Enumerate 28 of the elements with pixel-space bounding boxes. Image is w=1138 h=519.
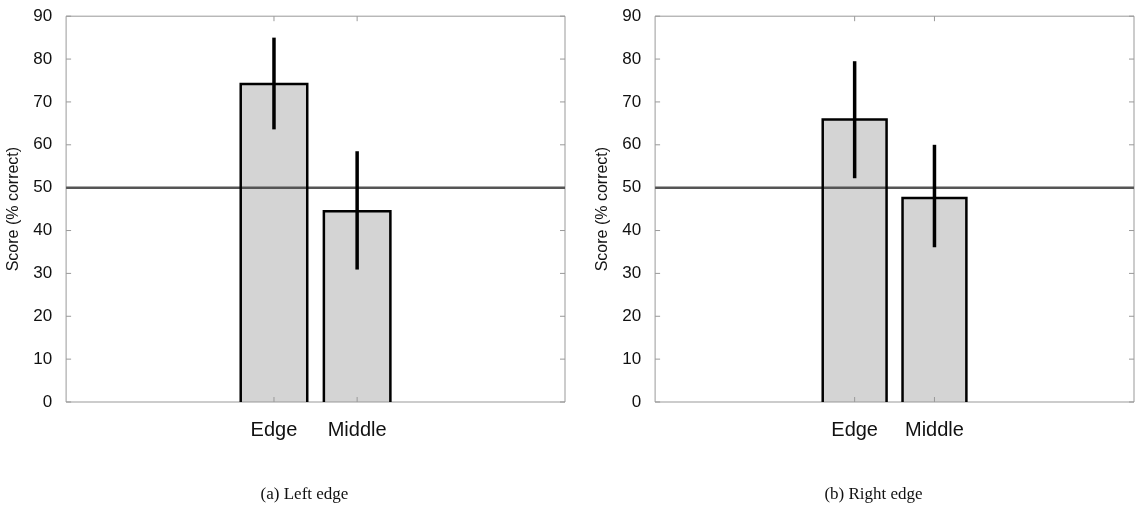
y-tick-label: 0 xyxy=(631,391,642,411)
y-axis-title: Score (% correct) xyxy=(593,146,611,272)
y-tick-label: 80 xyxy=(622,48,642,68)
x-tick-label: Middle xyxy=(327,417,387,440)
y-tick-label: 40 xyxy=(622,220,642,240)
y-tick-label: 10 xyxy=(33,348,53,368)
y-tick-label: 90 xyxy=(622,5,642,25)
y-tick-label: 60 xyxy=(622,134,642,154)
y-tick-label: 0 xyxy=(42,391,53,411)
y-tick-label: 60 xyxy=(33,134,53,154)
x-tick-label: Edge xyxy=(250,417,298,440)
x-tick-label: Edge xyxy=(831,417,879,440)
y-tick-label: 10 xyxy=(622,348,642,368)
y-tick-label: 90 xyxy=(33,5,53,25)
y-tick-label: 50 xyxy=(33,177,53,197)
y-tick-label: 30 xyxy=(33,263,53,283)
text: (b) Right edge xyxy=(823,484,924,504)
y-axis-title: Score (% correct) xyxy=(4,146,22,272)
x-tick-label: Middle xyxy=(905,417,964,440)
y-tick-label: 20 xyxy=(33,305,53,325)
y-tick-label: 30 xyxy=(622,263,642,283)
y-tick-label: 70 xyxy=(33,91,53,111)
text: (a) Left edge xyxy=(259,484,350,504)
y-tick-label: 20 xyxy=(622,305,642,325)
y-tick-label: 80 xyxy=(33,48,53,68)
y-tick-label: 40 xyxy=(33,220,53,240)
y-tick-label: 70 xyxy=(622,91,642,111)
y-tick-label: 50 xyxy=(622,177,642,197)
